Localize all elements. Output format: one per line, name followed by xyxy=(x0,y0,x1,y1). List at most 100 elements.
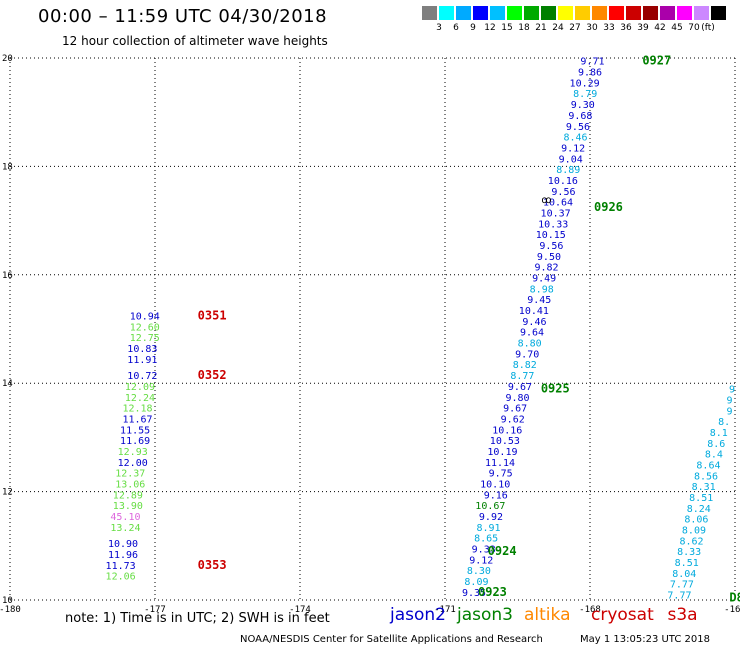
wave-height-point: 9 xyxy=(727,406,733,417)
wave-height-point: 10.64 xyxy=(543,198,573,209)
wave-height-point: 9.35 xyxy=(462,588,486,599)
y-tick-label: 16 xyxy=(2,271,13,281)
scale-label: 27 xyxy=(569,23,581,33)
wave-height-point: 10.16 xyxy=(548,176,578,187)
satellite-legend-item: s3a xyxy=(667,605,698,625)
wave-height-point: 8.91 xyxy=(476,523,500,534)
wave-height-point: 9.49 xyxy=(532,274,556,285)
wave-height-point: 10.83 xyxy=(127,344,157,355)
wave-height-point: 8.56 xyxy=(694,471,718,482)
wave-height-point: 7.77 xyxy=(670,580,694,591)
wave-height-point: 8.89 xyxy=(556,165,580,176)
scale-label: 21 xyxy=(535,23,547,33)
station-mark: ꝏ xyxy=(541,195,551,206)
wave-height-point: 11.67 xyxy=(122,414,152,425)
wave-height-point: 8.33 xyxy=(677,547,701,558)
satellite-legend-item: jason2 xyxy=(390,605,446,625)
wave-height-point: 12.75 xyxy=(130,333,160,344)
pass-time-label: 0352 xyxy=(198,368,227,382)
scale-label: 24 xyxy=(552,23,564,33)
pass-time-label: 0923 xyxy=(478,585,507,599)
scale-label: 18 xyxy=(518,23,530,33)
footer-timestamp: May 1 13:05:23 UTC 2018 xyxy=(580,634,710,645)
scale-swatch xyxy=(643,6,658,20)
wave-height-point: 9.80 xyxy=(505,393,529,404)
y-tick-label: 18 xyxy=(2,162,13,172)
wave-height-point: 8.65 xyxy=(474,534,498,545)
x-tick-label: -174 xyxy=(289,605,311,615)
wave-height-point: 11.69 xyxy=(120,436,150,447)
wave-height-point: 9.46 xyxy=(522,317,546,328)
wave-height-point: 13.24 xyxy=(110,523,140,534)
units-note: note: 1) Time is in UTC; 2) SWH is in fe… xyxy=(65,611,330,626)
wave-height-point: 10.15 xyxy=(536,230,566,241)
scale-label: 9 xyxy=(470,23,476,33)
satellite-legend-item: altika xyxy=(524,605,571,625)
scale-swatch xyxy=(524,6,539,20)
wave-height-point: 9.33 xyxy=(472,545,496,556)
scale-label: 45 xyxy=(671,23,683,33)
wave-height-point: 9.12 xyxy=(561,143,585,154)
scale-swatch xyxy=(558,6,573,20)
wave-height-point: 7.77 xyxy=(667,591,691,602)
wave-height-point: 9 xyxy=(729,385,735,396)
scale-label: 33 xyxy=(603,23,615,33)
wave-height-point: 9.86 xyxy=(578,68,602,79)
y-tick-label: 14 xyxy=(2,379,13,389)
wave-height-point: 8.09 xyxy=(464,577,488,588)
wave-height-point: 13.90 xyxy=(113,501,143,512)
wave-height-point: 11.91 xyxy=(127,355,157,366)
wave-height-point: 8.62 xyxy=(679,536,703,547)
wave-height-point: 8. xyxy=(718,417,730,428)
y-tick-label: 20 xyxy=(2,54,13,64)
wave-height-point: 12.24 xyxy=(125,393,155,404)
wave-height-point: 8.6 xyxy=(707,439,725,450)
wave-height-point: 11.73 xyxy=(106,561,136,572)
scale-label: 3 xyxy=(436,23,442,33)
pass-time-label: 0924 xyxy=(488,544,517,558)
wave-height-point: 10.67 xyxy=(475,501,505,512)
satellite-legend-item: jason3 xyxy=(457,605,513,625)
wave-height-point: 8.4 xyxy=(705,450,723,461)
footer-credit: NOAA/NESDIS Center for Satellite Applica… xyxy=(240,634,543,645)
pass-time-label: 0926 xyxy=(594,200,623,214)
scale-label: 36 xyxy=(620,23,632,33)
chart-title: 00:00 – 11:59 UTC 04/30/2018 xyxy=(38,6,328,27)
pass-time-label: 0925 xyxy=(541,382,570,396)
scale-swatch xyxy=(694,6,709,20)
scale-swatch xyxy=(507,6,522,20)
wave-height-point: 9.12 xyxy=(469,555,493,566)
time-labels: 0351 0352 0353 0927 0926 0925 0924 0923 D8 ꝏ xyxy=(198,54,740,605)
grid-lines xyxy=(9,57,736,601)
wave-height-point: 10.10 xyxy=(480,479,510,490)
pass-time-label: D8 xyxy=(729,590,740,604)
wave-height-point: 9.68 xyxy=(568,111,592,122)
wave-height-point: 9.92 xyxy=(479,512,503,523)
wave-height-point: 12.93 xyxy=(118,447,148,458)
wave-height-point: 10.94 xyxy=(130,311,160,322)
wave-height-point: 9.71 xyxy=(580,57,604,68)
scale-swatch xyxy=(473,6,488,20)
wave-height-point: 8.31 xyxy=(692,482,716,493)
scale-unit: (ft) xyxy=(701,23,715,33)
scale-swatch xyxy=(626,6,641,20)
y-tick-label: 12 xyxy=(2,488,13,498)
axis-ticks: -180 -177 -174 -171 -168 -165 10 12 14 16 18 20 xyxy=(0,54,740,615)
wave-height-point: 8.64 xyxy=(696,461,720,472)
wave-height-point: 9.45 xyxy=(527,295,551,306)
wave-height-point: 12.89 xyxy=(113,490,143,501)
wave-height-point: 9.56 xyxy=(566,122,590,133)
wave-height-point: 8.24 xyxy=(687,504,711,515)
wave-height-point: 45.10 xyxy=(110,512,140,523)
scale-label: 15 xyxy=(501,23,513,33)
wave-height-point: 9.50 xyxy=(537,252,561,263)
scale-swatch xyxy=(609,6,624,20)
x-tick-label: -180 xyxy=(0,605,21,615)
y-tick-label: 10 xyxy=(2,596,13,606)
wave-height-point: 8.82 xyxy=(513,360,537,371)
scale-label: 39 xyxy=(637,23,649,33)
wave-height-point: 8.04 xyxy=(672,569,696,580)
